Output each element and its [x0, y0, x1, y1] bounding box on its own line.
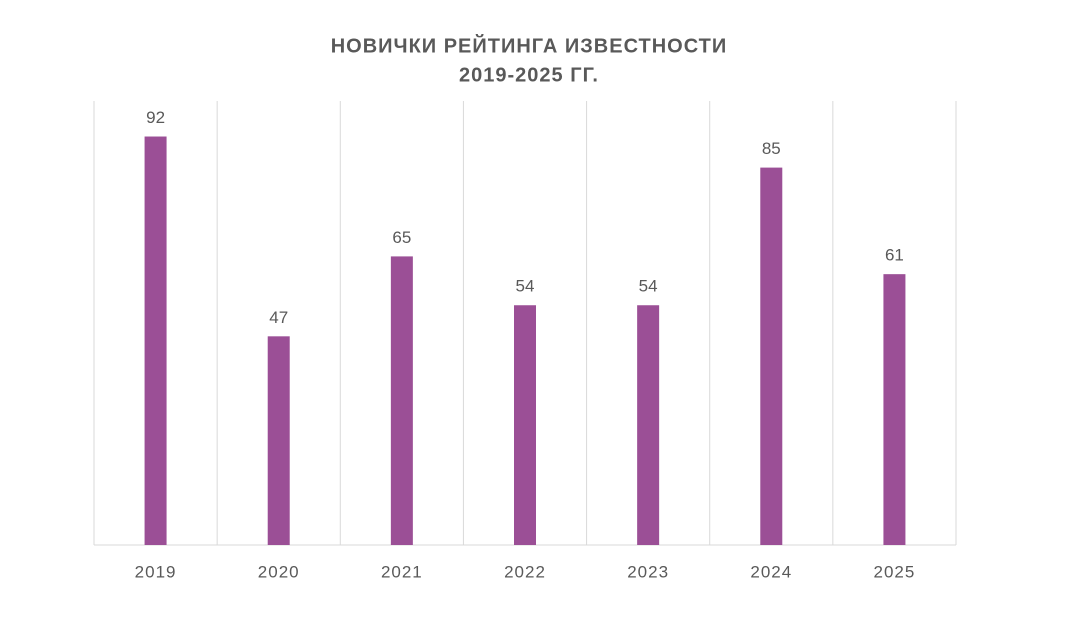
data-label: 61: [885, 246, 904, 265]
bar: [514, 305, 536, 545]
bar: [883, 274, 906, 545]
bar: [760, 167, 783, 545]
data-label: 92: [146, 108, 165, 127]
data-label: 54: [516, 277, 535, 296]
x-tick-label: 2024: [750, 562, 792, 581]
x-tick-label: 2022: [504, 562, 546, 581]
bar: [390, 256, 413, 545]
x-tick-label: 2025: [874, 562, 916, 581]
data-label: 85: [762, 139, 781, 158]
x-tick-label: 2020: [258, 562, 300, 581]
data-label: 54: [639, 277, 658, 296]
x-tick-label: 2023: [627, 562, 669, 581]
chart-title: НОВИЧКИ РЕЙТИНГА ИЗВЕСТНОСТИ: [331, 33, 728, 57]
x-tick-label: 2019: [135, 562, 177, 581]
chart-title: 2019-2025 ГГ.: [459, 64, 599, 86]
data-label: 65: [392, 228, 411, 247]
bar: [637, 305, 660, 545]
data-label: 47: [269, 308, 288, 327]
bar: [144, 136, 167, 545]
bar: [267, 336, 290, 545]
x-tick-label: 2021: [381, 562, 423, 581]
